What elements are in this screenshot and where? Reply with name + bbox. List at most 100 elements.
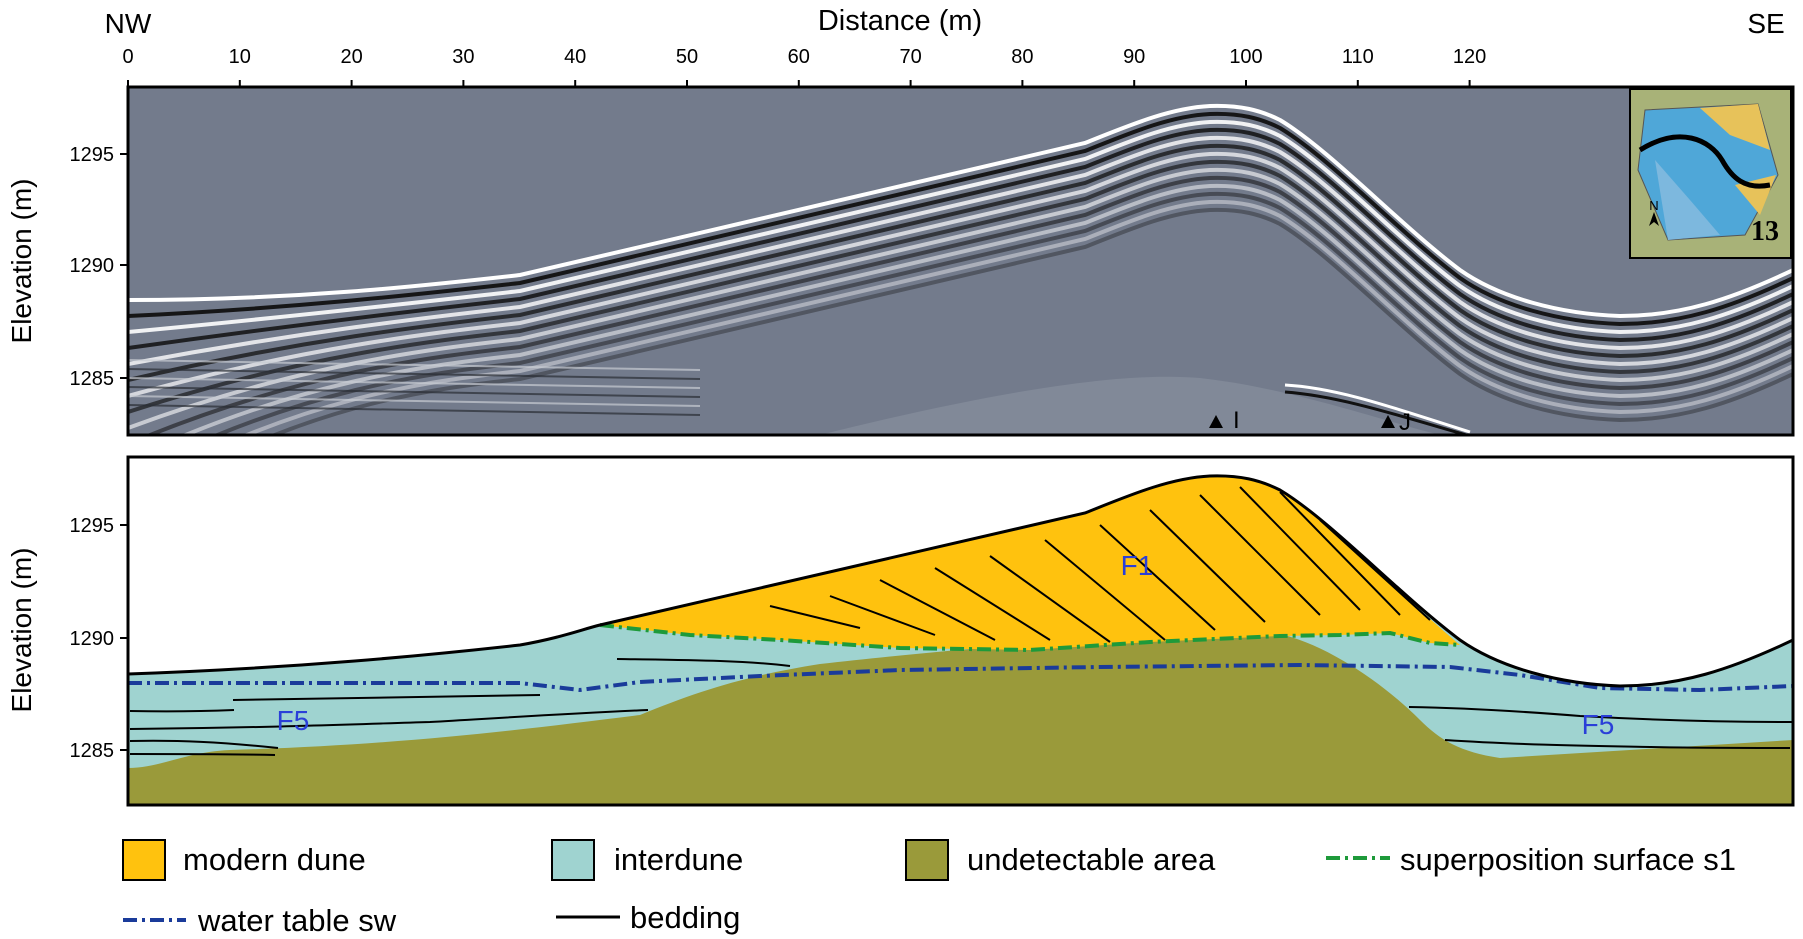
radar-deep-reflector	[128, 395, 701, 407]
inset-north-arrow	[1649, 212, 1659, 226]
radar-band	[128, 103, 1793, 319]
bedding-line	[769, 605, 861, 629]
x-tick-label: 30	[452, 46, 474, 68]
legend-label-modern-dune: modern dune	[183, 842, 366, 877]
bedding-line	[1408, 706, 1793, 723]
legend-label-bedding: bedding	[630, 900, 740, 935]
x-tick-label: 70	[899, 46, 921, 68]
f5-bedding	[129, 658, 1793, 756]
legend-swatch-modern-dune	[122, 839, 166, 881]
radar-reflector-j	[1284, 383, 1471, 434]
legend-label-superposition: superposition surface s1	[1400, 842, 1736, 877]
x-tick-label: 10	[229, 46, 251, 68]
radar-reflector-j-dark	[1284, 390, 1471, 435]
radar-band	[128, 119, 1793, 335]
radar-band	[128, 143, 1793, 382]
inset-north-label: N	[1649, 198, 1658, 213]
bedding-line	[934, 567, 1051, 641]
distance-axis-title: Distance (m)	[818, 5, 982, 37]
gpr-radargram-panel: 1295 1290 1285 Elevation (m) I J N 13	[6, 85, 1795, 437]
radar-deep-reflector	[128, 386, 701, 398]
inset-dune-crest	[1700, 104, 1770, 150]
radar-band	[241, 199, 1793, 435]
y-tick-label: 1295	[70, 515, 115, 537]
marker-j-label: J	[1399, 409, 1411, 436]
radar-lower-shadow	[820, 376, 1440, 435]
y-tick-label: 1295	[70, 144, 115, 166]
unit-label-f5-right: F5	[1582, 709, 1615, 740]
x-tick-label: 0	[122, 46, 133, 68]
nw-direction-label: NW	[105, 8, 152, 39]
interpretation-frame	[126, 455, 1795, 807]
bedding-line	[1149, 509, 1266, 623]
legend-swatch-undetectable	[905, 839, 949, 881]
radar-deep-reflector	[128, 368, 701, 380]
x-tick-label: 50	[676, 46, 698, 68]
se-direction-label: SE	[1747, 8, 1784, 39]
bedding-line	[879, 579, 996, 641]
bedding-line	[989, 555, 1111, 643]
y-tick-label: 1285	[70, 368, 115, 390]
bedding-line	[1279, 491, 1401, 616]
bedding-line	[1044, 539, 1166, 641]
undetectable-area	[128, 632, 1793, 805]
x-tick-label: 40	[564, 46, 586, 68]
radar-band	[212, 191, 1793, 435]
marker-i-triangle	[1209, 415, 1223, 428]
radar-band	[128, 127, 1793, 350]
x-tick-label: 120	[1453, 46, 1486, 68]
legend: modern dune interdune undetectable area …	[122, 839, 1736, 938]
bedding-line	[1444, 739, 1791, 749]
ground-surface	[128, 474, 1793, 688]
radar-frame	[126, 85, 1795, 437]
radar-band	[128, 159, 1793, 414]
bedding-line	[129, 753, 276, 756]
bedding-line	[129, 739, 279, 749]
x-tick-label: 20	[340, 46, 362, 68]
legend-label-undetectable: undetectable area	[967, 842, 1216, 877]
radar-reflection-bands	[128, 103, 1793, 435]
radar-band	[128, 135, 1793, 366]
x-tick-label: 100	[1229, 46, 1262, 68]
bedding-line	[232, 694, 541, 701]
legend-label-water-table: water table sw	[197, 903, 397, 938]
radar-band	[128, 167, 1793, 430]
y-tick-label: 1285	[70, 740, 115, 762]
marker-j-triangle	[1381, 415, 1395, 428]
marker-i-label: I	[1233, 407, 1240, 434]
x-tick-label: 90	[1123, 46, 1145, 68]
bedding-line	[616, 658, 791, 667]
inset-profile-line	[1638, 134, 1771, 189]
distance-axis: 0 10 20 30 40 50 60 70 80 90 100 110 120	[122, 46, 1486, 87]
bedding-line	[1239, 486, 1361, 611]
bedding-line	[1319, 519, 1431, 621]
x-tick-label: 60	[788, 46, 810, 68]
inset-dune-shade	[1655, 160, 1720, 240]
bedding-line	[1099, 524, 1216, 631]
bottom-elevation-axis: 1295 1290 1285	[70, 515, 128, 762]
top-elevation-axis: 1295 1290 1285	[70, 144, 128, 390]
radar-band	[128, 111, 1793, 327]
superposition-surface-s1	[599, 623, 1461, 653]
inset-number: 13	[1751, 216, 1779, 247]
bottom-elevation-title: Elevation (m)	[6, 548, 37, 713]
radar-deep-reflector	[128, 377, 701, 389]
unit-label-f5-left: F5	[277, 705, 310, 736]
x-tick-label: 110	[1342, 46, 1374, 68]
unit-label-f1: F1	[1121, 550, 1154, 581]
x-tick-label: 80	[1011, 46, 1033, 68]
interpretation-panel: 1295 1290 1285 Elevation (m) F1 F5 F5	[6, 455, 1795, 807]
legend-label-interdune: interdune	[614, 842, 743, 877]
bedding-line	[129, 709, 235, 713]
bedding-line	[129, 709, 649, 730]
radar-band	[269, 207, 1793, 435]
y-tick-label: 1290	[70, 255, 115, 277]
bedding-line	[829, 595, 936, 636]
radar-band	[144, 175, 1793, 435]
water-table-sw	[128, 662, 1793, 693]
f1-foreset-bedding	[769, 486, 1431, 643]
bedding-line	[1199, 494, 1321, 616]
legend-swatch-interdune	[551, 839, 595, 881]
radar-deep-reflector	[128, 359, 701, 371]
